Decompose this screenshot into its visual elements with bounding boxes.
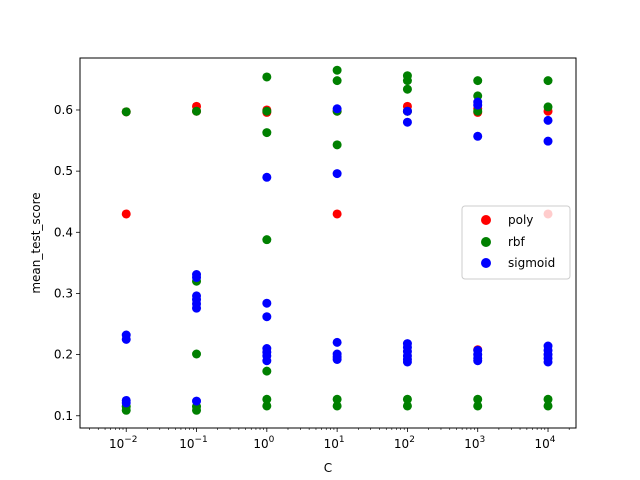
data-point-sigmoid — [192, 396, 202, 406]
data-point-rbf — [262, 106, 272, 116]
data-point-sigmoid — [262, 298, 272, 308]
x-axis: 10−2 10−1 100 101 102 103 104 — [109, 428, 556, 451]
data-point-rbf — [121, 405, 131, 415]
data-point-sigmoid — [402, 357, 412, 367]
data-point-rbf — [543, 76, 553, 86]
data-point-sigmoid — [473, 131, 483, 141]
x-tick-label: 104 — [535, 435, 556, 451]
data-point-sigmoid — [402, 106, 412, 116]
y-tick-label: 0.4 — [54, 225, 73, 239]
data-point-sigmoid — [192, 273, 202, 283]
data-points — [121, 65, 553, 415]
data-point-sigmoid — [262, 356, 272, 366]
y-tick-label: 0.6 — [54, 103, 73, 117]
y-tick-label: 0.2 — [54, 348, 73, 362]
data-point-sigmoid — [332, 355, 342, 365]
data-point-poly — [332, 209, 342, 219]
legend-marker-sigmoid — [481, 258, 491, 268]
data-point-rbf — [473, 76, 483, 86]
data-point-sigmoid — [402, 117, 412, 127]
data-point-rbf — [543, 401, 553, 411]
data-point-sigmoid — [543, 357, 553, 367]
legend-marker-poly — [481, 215, 491, 225]
data-point-sigmoid — [262, 172, 272, 182]
data-point-rbf — [402, 76, 412, 86]
data-point-rbf — [121, 107, 131, 117]
data-point-rbf — [473, 401, 483, 411]
data-point-rbf — [332, 65, 342, 75]
data-point-sigmoid — [543, 115, 553, 125]
x-tick-label: 103 — [464, 435, 485, 451]
data-point-sigmoid — [473, 100, 483, 110]
legend-label-poly: poly — [508, 213, 533, 227]
y-tick-label: 0.1 — [54, 409, 73, 423]
data-point-rbf — [332, 401, 342, 411]
x-tick-label: 101 — [324, 435, 345, 451]
x-tick-label: 10−2 — [109, 435, 138, 451]
x-tick-label: 10−1 — [179, 435, 208, 451]
data-point-sigmoid — [332, 169, 342, 179]
data-point-rbf — [402, 394, 412, 404]
data-point-rbf — [192, 349, 202, 359]
legend-marker-rbf — [481, 237, 491, 247]
data-point-rbf — [402, 84, 412, 94]
x-tick-label: 100 — [253, 435, 274, 451]
y-tick-label: 0.5 — [54, 164, 73, 178]
data-point-rbf — [332, 394, 342, 404]
data-point-rbf — [262, 394, 272, 404]
y-tick-label: 0.3 — [54, 286, 73, 300]
x-minor-ticks — [89, 428, 570, 430]
data-point-rbf — [192, 405, 202, 415]
y-axis: 0.1 0.2 0.3 0.4 0.5 0.6 — [54, 103, 80, 423]
data-point-sigmoid — [121, 398, 131, 408]
legend-label-rbf: rbf — [508, 235, 526, 249]
x-tick-label: 102 — [394, 435, 415, 451]
legend: poly rbf sigmoid — [461, 205, 571, 280]
data-point-sigmoid — [262, 312, 272, 322]
data-point-sigmoid — [473, 356, 483, 366]
data-point-rbf — [332, 76, 342, 86]
data-point-rbf — [262, 72, 272, 82]
data-point-sigmoid — [543, 136, 553, 146]
data-point-rbf — [262, 401, 272, 411]
data-point-poly — [121, 209, 131, 219]
x-axis-label: C — [324, 461, 332, 475]
y-axis-label: mean_test_score — [29, 192, 43, 293]
data-point-rbf — [262, 235, 272, 245]
data-point-rbf — [192, 106, 202, 116]
data-point-rbf — [262, 128, 272, 138]
data-point-rbf — [473, 394, 483, 404]
data-point-sigmoid — [192, 303, 202, 313]
data-point-sigmoid — [332, 337, 342, 347]
data-point-rbf — [402, 401, 412, 411]
data-point-rbf — [262, 366, 272, 376]
data-point-rbf — [543, 394, 553, 404]
data-point-rbf — [332, 140, 342, 150]
data-point-rbf — [543, 102, 553, 112]
legend-label-sigmoid: sigmoid — [508, 256, 555, 270]
data-point-sigmoid — [332, 104, 342, 114]
data-point-sigmoid — [121, 334, 131, 344]
